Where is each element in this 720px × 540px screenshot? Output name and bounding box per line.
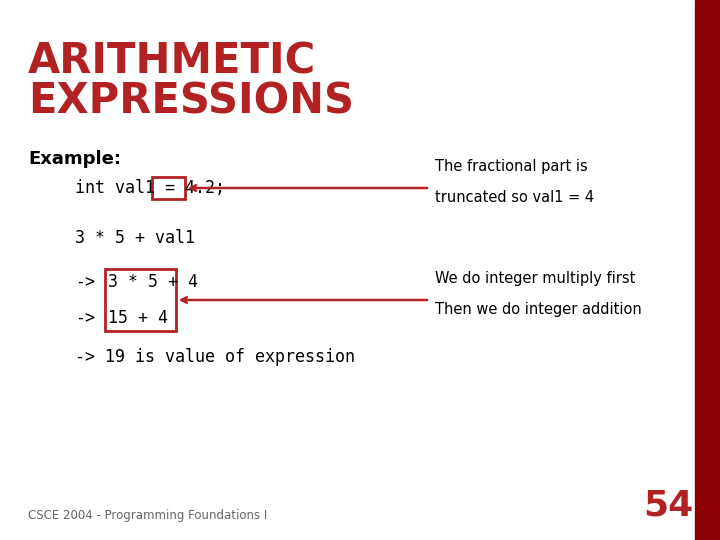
Text: CSCE 2004 - Programming Foundations I: CSCE 2004 - Programming Foundations I — [28, 509, 267, 522]
Text: int val1 = 4.2;: int val1 = 4.2; — [75, 179, 225, 197]
Text: Example:: Example: — [28, 150, 121, 168]
Text: 54: 54 — [643, 488, 693, 522]
Text: ARITHMETIC: ARITHMETIC — [28, 40, 316, 82]
Text: We do integer multiply first: We do integer multiply first — [435, 271, 635, 286]
Text: EXPRESSIONS: EXPRESSIONS — [28, 80, 354, 122]
Bar — [152, 177, 185, 199]
Text: 3 * 5 + val1: 3 * 5 + val1 — [75, 229, 195, 247]
Text: 3 * 5 + 4: 3 * 5 + 4 — [108, 273, 198, 291]
Text: Then we do integer addition: Then we do integer addition — [435, 302, 642, 317]
Text: truncated so val1 = 4: truncated so val1 = 4 — [435, 190, 594, 205]
Bar — [105, 269, 176, 331]
Text: 15 + 4: 15 + 4 — [108, 309, 168, 327]
Text: ->: -> — [75, 309, 95, 327]
Text: The fractional part is: The fractional part is — [435, 159, 588, 174]
Text: ->: -> — [75, 273, 95, 291]
Bar — [695, 0, 720, 540]
Text: -> 19 is value of expression: -> 19 is value of expression — [75, 348, 355, 366]
